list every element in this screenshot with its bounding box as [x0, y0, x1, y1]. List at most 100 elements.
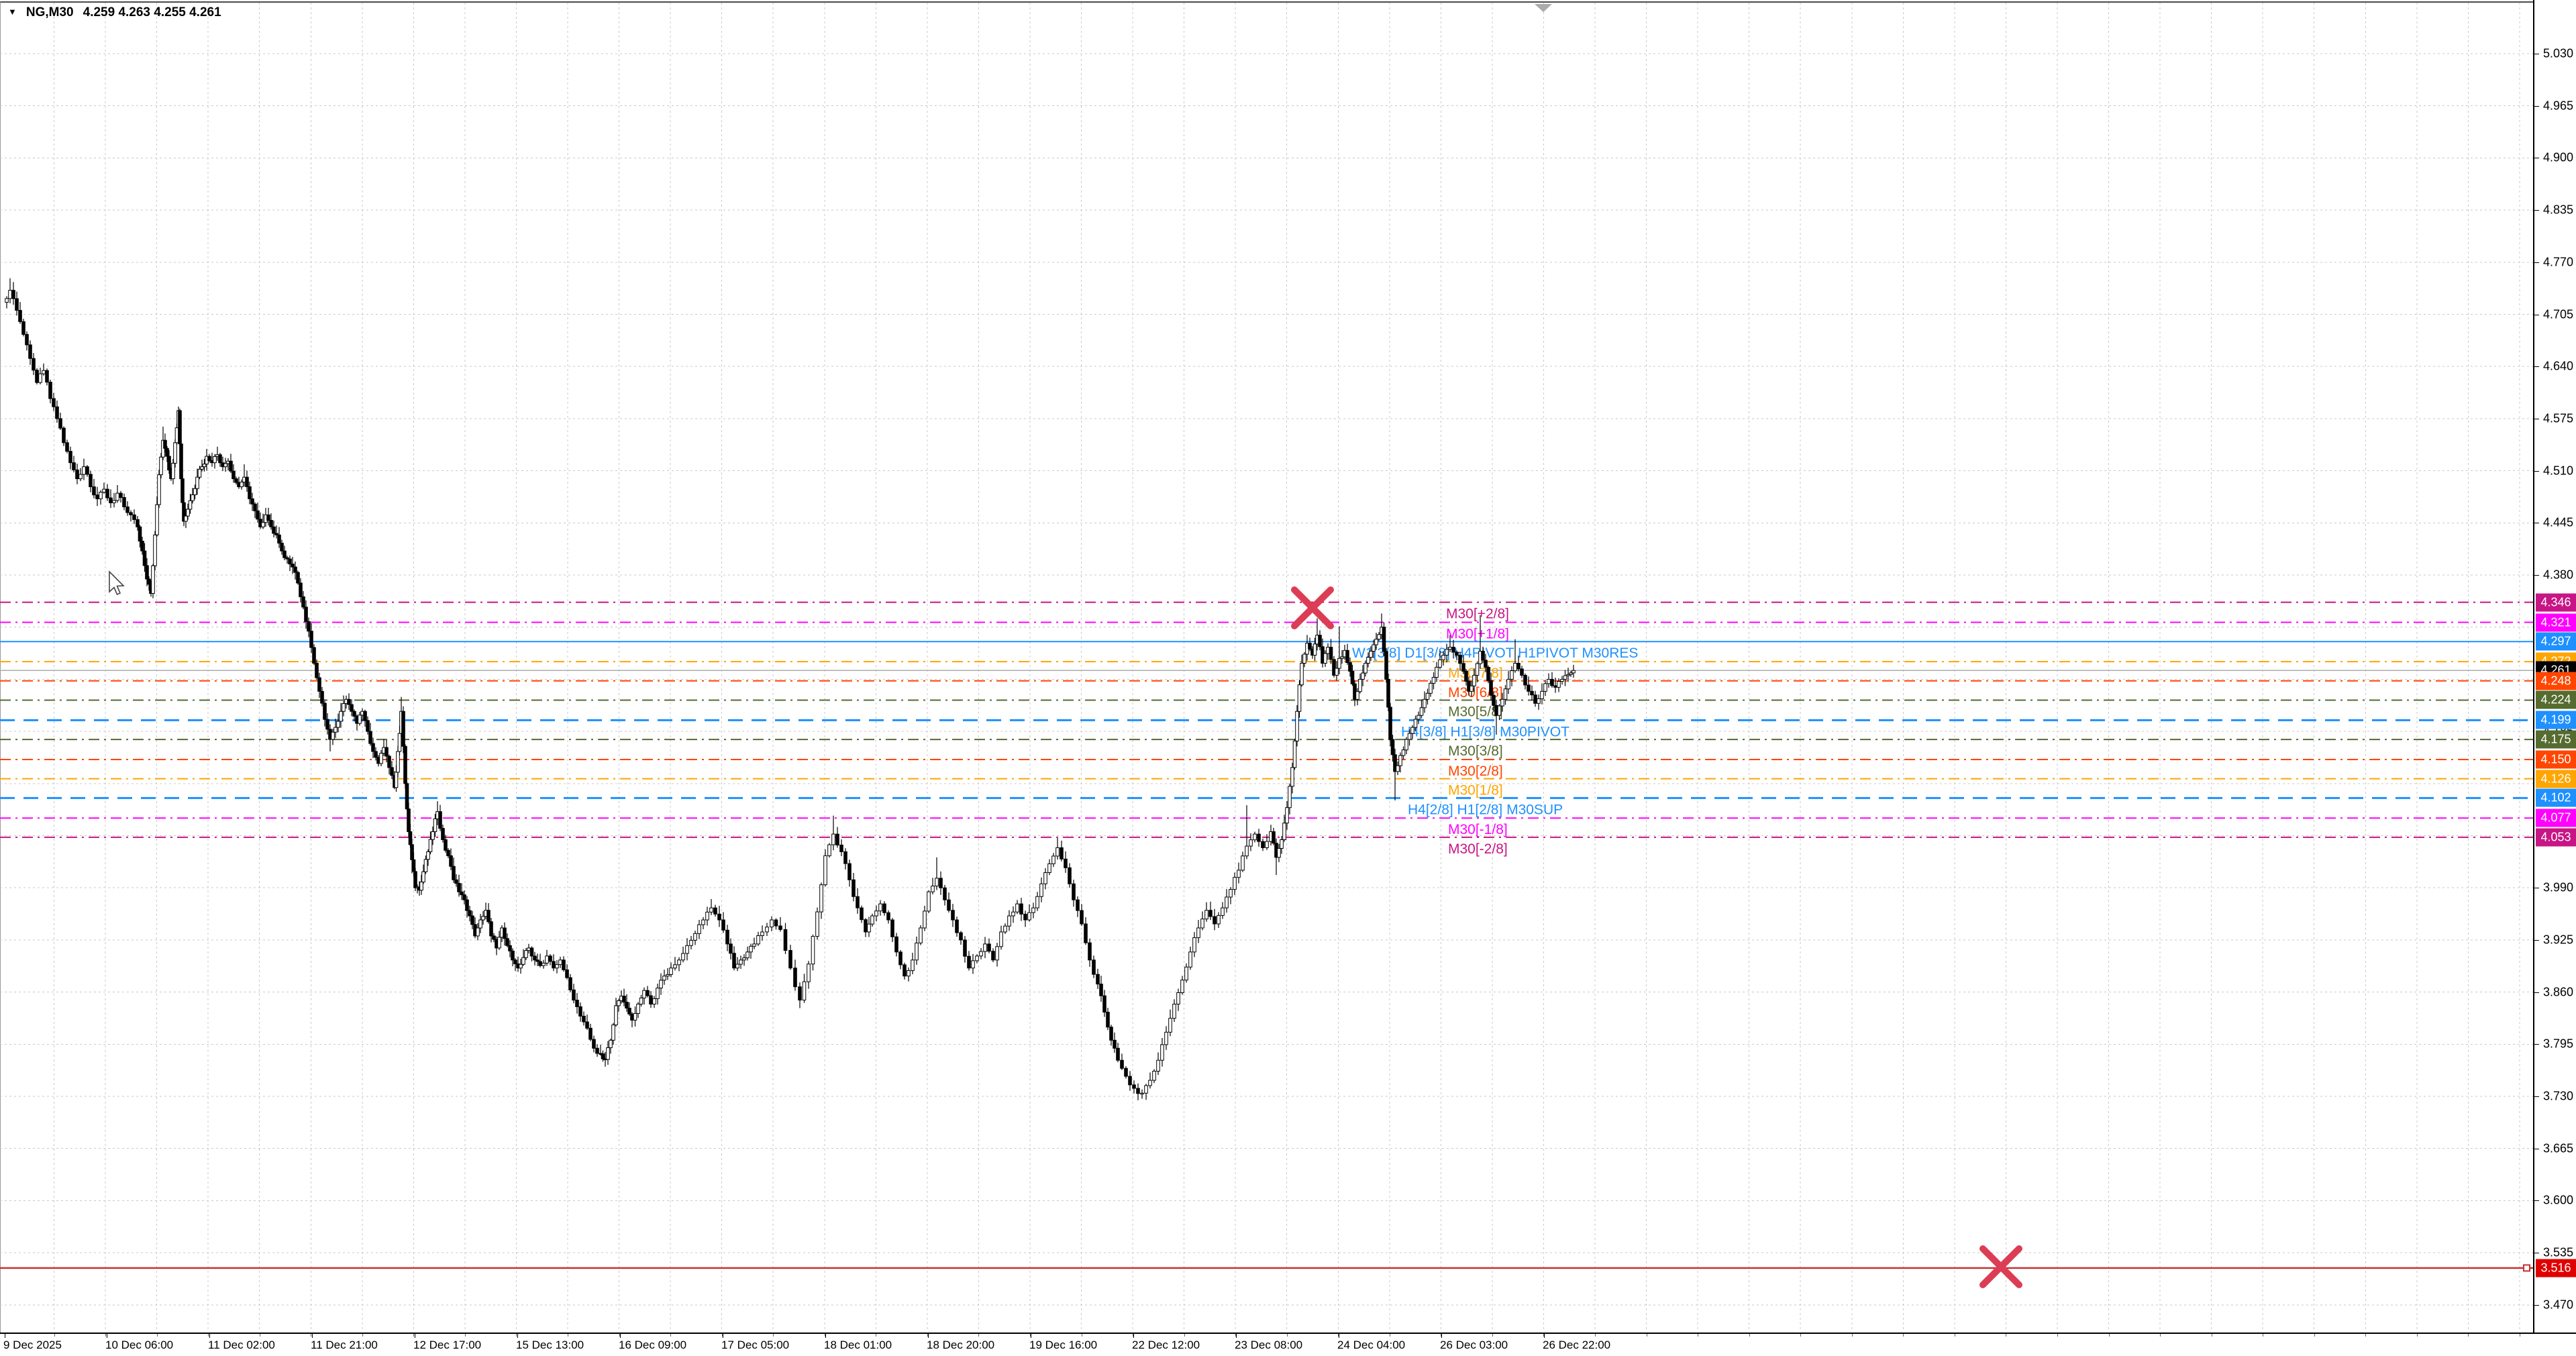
- candle-body: [1369, 651, 1373, 658]
- candle-body: [907, 970, 911, 977]
- candle-body: [492, 935, 496, 940]
- candle-body: [1489, 680, 1493, 696]
- candle-body: [609, 1039, 613, 1049]
- candle-body: [387, 755, 391, 768]
- candle-body: [807, 963, 811, 982]
- candle-body: [1435, 666, 1439, 678]
- candle-body: [1072, 883, 1076, 900]
- time-tick-minor: [516, 1334, 517, 1337]
- candle-body: [401, 711, 405, 747]
- candle-body: [1152, 1071, 1156, 1081]
- candle-body: [1168, 1018, 1172, 1033]
- candle-body: [852, 879, 856, 897]
- murrey-level-label: M30[-2/8]: [1448, 841, 1508, 857]
- candle-body: [831, 833, 835, 845]
- candle-body: [186, 509, 190, 517]
- candle-body: [649, 995, 653, 1005]
- candle-body: [774, 919, 778, 927]
- candle-body: [240, 482, 244, 488]
- line-anchor-handle[interactable]: [2523, 1264, 2530, 1272]
- price-tick-mark: [2534, 1096, 2539, 1098]
- candle-body: [1290, 767, 1294, 787]
- candle-body: [1361, 672, 1365, 680]
- candle-body: [568, 977, 572, 990]
- candle-body: [1388, 707, 1392, 740]
- candle-body: [191, 494, 195, 501]
- candle-body: [975, 955, 979, 961]
- chart-plot-area[interactable]: [0, 1, 2533, 1333]
- candle-body: [1282, 823, 1286, 840]
- candle-body: [1156, 1059, 1160, 1072]
- candle-body: [677, 959, 681, 966]
- candle-body: [1533, 694, 1537, 704]
- candle-body: [959, 932, 963, 941]
- time-axis[interactable]: 9 Dec 2025 10 Dec 06:00 11 Dec 02:00 11 Dec…: [0, 1333, 2576, 1356]
- price-axis-label: 4.900: [2543, 150, 2574, 164]
- cross-marker-stroke[interactable]: [1291, 586, 1334, 629]
- candle-body: [312, 647, 316, 664]
- candle-body: [894, 936, 898, 953]
- candle-body: [1540, 690, 1544, 699]
- candle-body: [595, 1047, 599, 1054]
- candle-body: [1277, 847, 1281, 858]
- price-axis[interactable]: 5.030 4.965 4.900 4.835 4.770 4.705 4.640 4.575…: [2533, 0, 2576, 1333]
- candle-body: [5, 298, 9, 303]
- candle-body: [1019, 903, 1023, 915]
- candle-body: [277, 534, 281, 543]
- candle-body: [371, 743, 375, 752]
- candle-body: [173, 442, 177, 464]
- time-tick-minor: [156, 1334, 158, 1337]
- candle-body: [1419, 707, 1424, 716]
- candle-body: [109, 497, 113, 503]
- time-tick-mark: [1544, 1334, 1545, 1338]
- price-level-badge: 4.175: [2536, 730, 2576, 749]
- time-tick-mark: [825, 1334, 826, 1338]
- candle-body: [1527, 684, 1531, 692]
- candle-body: [465, 899, 469, 911]
- candle-body: [452, 866, 456, 880]
- candle-body: [793, 968, 797, 988]
- candle-body: [489, 921, 493, 937]
- candle-body: [802, 981, 807, 1001]
- cross-marker-stroke[interactable]: [1979, 1245, 2022, 1288]
- collapse-ohlc-icon[interactable]: ▼: [8, 7, 17, 17]
- candle-body: [28, 344, 32, 359]
- candle-body: [923, 910, 927, 929]
- candle-body: [288, 558, 292, 565]
- candle-body: [1520, 668, 1524, 676]
- candle-body: [253, 503, 257, 511]
- time-axis-label: 12 Dec 17:00: [413, 1339, 482, 1351]
- candle-body: [1484, 660, 1488, 668]
- candle-body: [323, 702, 327, 720]
- candle-body: [457, 883, 461, 892]
- candle-body: [1355, 691, 1359, 700]
- candle-body: [689, 939, 693, 946]
- candle-body: [379, 753, 383, 764]
- candle-body: [1295, 711, 1299, 741]
- time-tick-minor: [105, 1334, 107, 1337]
- murrey-level-label: M30[3/8]: [1448, 743, 1503, 759]
- chart-shift-marker-icon[interactable]: [1535, 4, 1552, 12]
- candle-body: [1455, 651, 1459, 656]
- candle-body: [1448, 647, 1452, 650]
- candle-body: [1233, 877, 1237, 890]
- candle-body: [248, 486, 252, 499]
- time-axis-label: 19 Dec 16:00: [1029, 1339, 1098, 1351]
- candle-body: [136, 519, 140, 527]
- candle-body: [693, 933, 697, 941]
- candle-body: [151, 565, 155, 594]
- candle-body: [1348, 662, 1352, 672]
- candle-body: [317, 677, 321, 692]
- candle-body: [269, 519, 273, 527]
- candle-body: [1329, 647, 1333, 660]
- price-axis-label: 4.640: [2543, 359, 2574, 373]
- candle-body: [188, 500, 193, 510]
- candle-body: [823, 855, 827, 886]
- candle-body: [811, 936, 815, 965]
- candle-body: [999, 931, 1003, 947]
- murrey-level-label: M30[2/8]: [1448, 764, 1503, 779]
- candle-body: [1225, 896, 1229, 908]
- candle-body: [497, 937, 501, 949]
- price-level-badge: 4.321: [2536, 613, 2576, 632]
